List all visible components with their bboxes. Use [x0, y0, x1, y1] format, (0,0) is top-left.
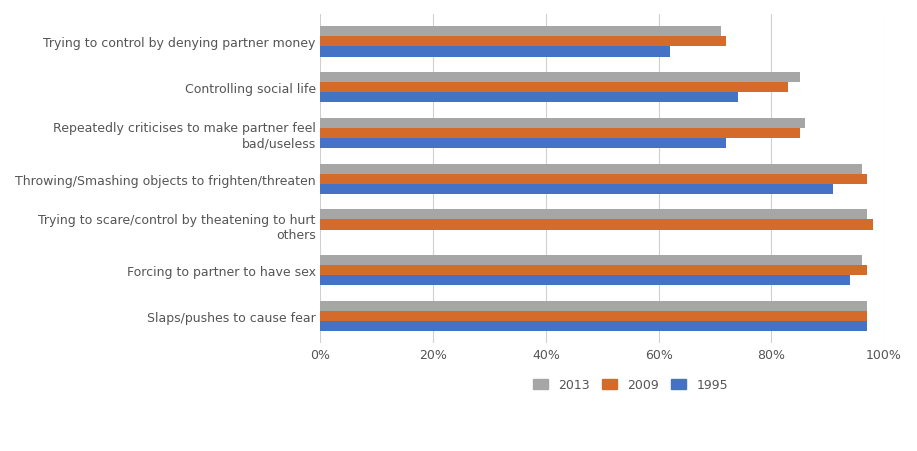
- Bar: [320, 321, 867, 331]
- Bar: [320, 119, 805, 129]
- Bar: [320, 93, 737, 103]
- Bar: [320, 184, 834, 194]
- Bar: [320, 28, 721, 37]
- Bar: [320, 210, 867, 220]
- Bar: [320, 73, 800, 83]
- Bar: [320, 47, 670, 57]
- Bar: [320, 256, 861, 266]
- Bar: [320, 220, 873, 230]
- Bar: [320, 301, 867, 311]
- Bar: [320, 311, 867, 321]
- Legend: 2013, 2009, 1995: 2013, 2009, 1995: [528, 374, 733, 396]
- Bar: [320, 129, 800, 139]
- Bar: [320, 266, 867, 276]
- Bar: [320, 83, 789, 93]
- Bar: [320, 164, 861, 174]
- Bar: [320, 37, 726, 47]
- Bar: [320, 276, 850, 285]
- Bar: [320, 139, 726, 149]
- Bar: [320, 174, 867, 184]
